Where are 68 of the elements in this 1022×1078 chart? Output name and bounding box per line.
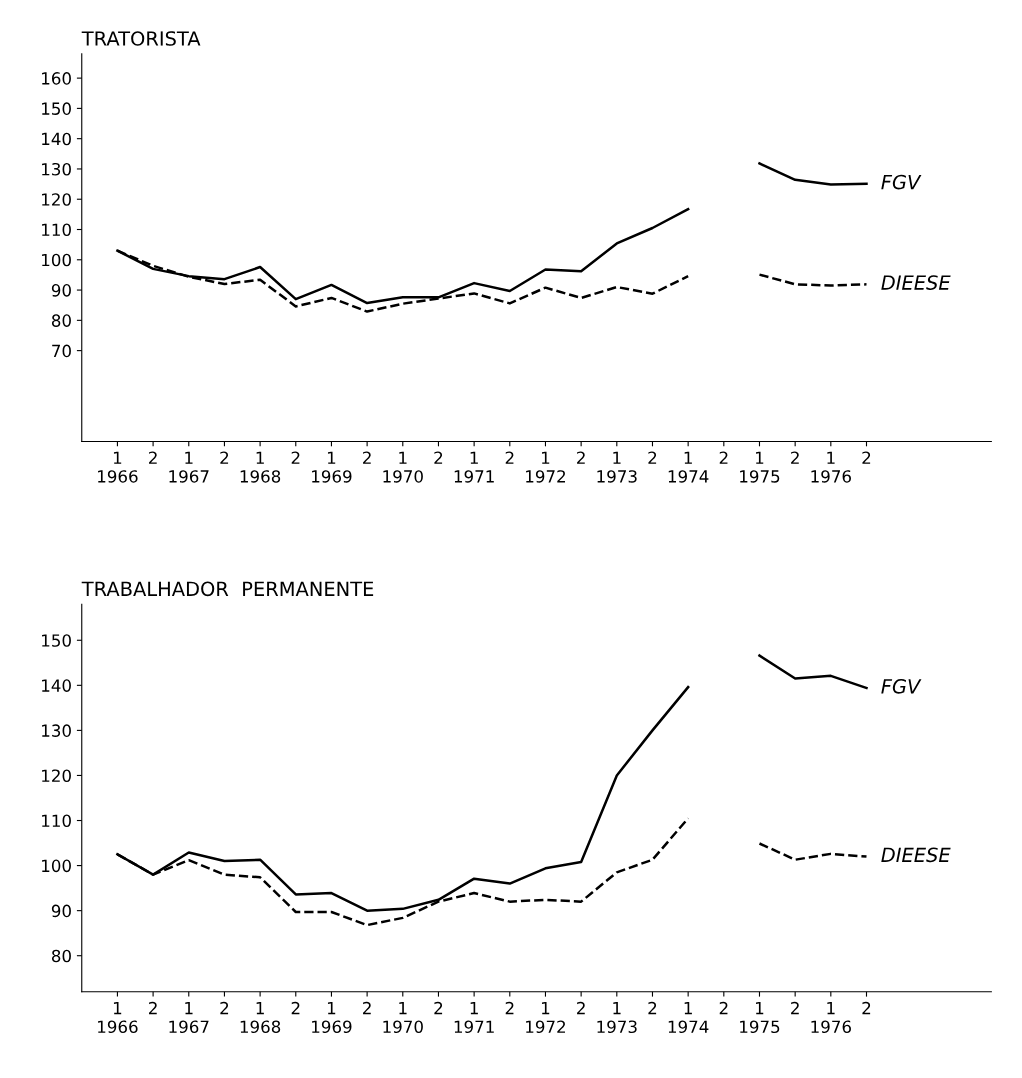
x-tick-label: 2	[363, 451, 371, 464]
x-tick-label: 2	[505, 451, 514, 464]
x-tick-label: 1 1969	[312, 451, 352, 483]
y-tick-label: 140	[42, 679, 71, 692]
x-tick-label: 2	[577, 451, 585, 464]
y-tick-label: 110	[42, 814, 71, 828]
x-tick-label: 2	[291, 451, 300, 464]
y-tick-label: 130	[42, 724, 71, 737]
x-tick-label: 1 1966	[98, 1002, 138, 1034]
x-tick-label: 1 1972	[526, 1002, 566, 1034]
x-tick-label: 1 1976	[811, 1002, 851, 1034]
x-tick-label: 2	[648, 1001, 657, 1015]
y-tick-label: 90	[51, 284, 71, 297]
x-tick-label: 2	[862, 451, 871, 464]
x-tick-label: 2	[291, 1001, 300, 1015]
y-tick-label: 150	[42, 634, 71, 647]
y-tick-label: 140	[42, 132, 71, 146]
y-tick-label: 90	[51, 904, 71, 918]
x-tick-label: 2	[505, 1001, 514, 1015]
x-tick-label: 1 1970	[383, 1002, 423, 1034]
y-tick-label: 120	[42, 769, 71, 783]
x-tick-label: 1 1967	[169, 1002, 209, 1034]
x-tick-label: 1 1967	[169, 451, 209, 483]
x-tick-label: 1 1975	[740, 1002, 780, 1034]
x-tick-label: 2	[791, 1001, 799, 1015]
y-tick-label: 80	[51, 314, 71, 327]
x-tick-label: 1 1969	[312, 1002, 352, 1034]
x-tick-label: 2	[434, 451, 443, 464]
x-tick-label: 2	[220, 451, 229, 464]
y-tick-label: 150	[42, 102, 71, 115]
x-tick-label: 1 1975	[740, 451, 780, 483]
x-tick-label: 1 1966	[98, 451, 138, 483]
x-tick-label: 2	[220, 1001, 229, 1015]
x-tick-label: 1 1971	[454, 1002, 494, 1034]
x-tick-label: 1 1970	[383, 451, 423, 483]
x-tick-label: 2	[149, 1001, 157, 1015]
y-tick-label: 130	[42, 162, 71, 176]
y-tick-label: 70	[52, 344, 71, 358]
x-tick-label: 1 1968	[240, 1002, 281, 1034]
x-tick-label: 1 1974	[668, 451, 709, 483]
x-tick-label: 2	[862, 1001, 871, 1015]
y-tick-label: 80	[51, 949, 71, 963]
x-tick-label: 1 1972	[526, 451, 566, 483]
x-tick-label: 1 1973	[597, 451, 637, 483]
x-tick-label: 2	[363, 1001, 371, 1015]
chart-title: TRABALHADOR PERMANENTE	[81, 581, 374, 597]
y-tick-label: 110	[42, 223, 71, 237]
x-tick-label: 2	[648, 451, 657, 464]
x-tick-label: 1 1971	[454, 451, 494, 483]
x-tick-label: 2	[149, 451, 157, 464]
x-tick-label: 2	[719, 451, 728, 464]
x-tick-label: 1 1974	[668, 1002, 709, 1034]
x-tick-label: 1 1973	[597, 1002, 637, 1034]
y-tick-label: 160	[42, 72, 71, 85]
series-label: DIEESE	[881, 847, 951, 863]
x-tick-label: 2	[577, 1001, 585, 1015]
x-tick-label: 1 1968	[240, 451, 281, 483]
x-tick-label: 2	[434, 1001, 443, 1015]
y-tick-label: 100	[42, 859, 71, 873]
x-tick-label: 2	[791, 451, 799, 464]
x-tick-label: 1 1976	[811, 451, 851, 483]
series-label: DIEESE	[881, 275, 951, 290]
y-tick-label: 120	[42, 193, 71, 206]
series-label: FGV	[881, 678, 922, 694]
y-tick-label: 100	[42, 253, 71, 267]
x-tick-label: 2	[719, 1001, 728, 1015]
chart-title: TRATORISTA	[81, 31, 201, 46]
series-label: FGV	[881, 174, 922, 190]
